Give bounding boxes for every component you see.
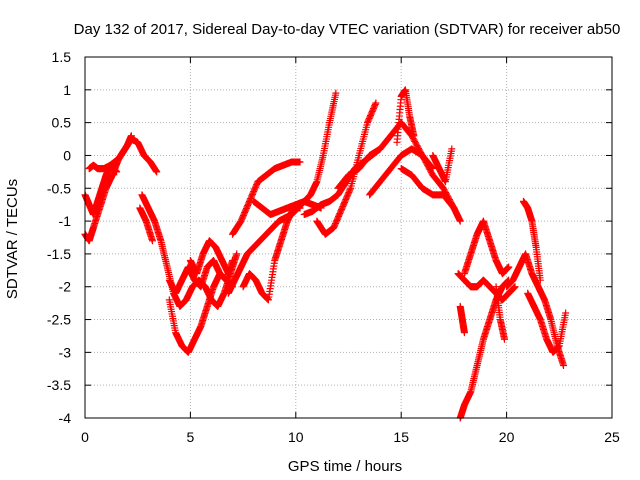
x-tick-label: 25 — [604, 429, 620, 445]
tick-labels: 0 5 10 15 20 25 -4 -3.5 -3 -2.5 -2 -1.5 -1 -0.5 0 0.5 1 1… — [47, 49, 620, 445]
data-point-marker — [448, 145, 456, 153]
plot-frame — [84, 56, 613, 419]
data-point-marker — [346, 186, 354, 194]
data-point-marker — [505, 263, 513, 271]
data-point-marker — [371, 100, 379, 108]
y-tick-label: 0 — [63, 147, 71, 163]
series-track-o — [313, 99, 380, 238]
data-point-marker — [224, 270, 232, 278]
series-track-b — [81, 132, 135, 219]
series-track-h — [186, 237, 232, 278]
y-tick-label: -3 — [59, 344, 72, 360]
y-tick-label: -2.5 — [47, 312, 71, 328]
y-tick-label: -1.5 — [47, 246, 71, 262]
series-track-r — [393, 86, 418, 146]
y-tick-label: 0.5 — [52, 115, 72, 131]
series-track-c — [85, 161, 121, 176]
data-point-marker — [536, 276, 544, 284]
y-tick-label: 1.5 — [52, 49, 72, 65]
data-point-marker — [296, 158, 304, 166]
series-track-aa — [524, 289, 570, 356]
series-track-w — [460, 217, 513, 278]
series-track-x — [456, 302, 468, 337]
data-point-marker — [562, 309, 570, 317]
data-point-marker — [410, 132, 418, 140]
series-track-t — [429, 145, 456, 186]
series-track-d — [138, 191, 241, 310]
data-point-marker — [153, 168, 161, 176]
y-axis-label: SDTVAR / TECUs — [4, 179, 21, 299]
data-point-marker — [113, 168, 121, 176]
x-tick-label: 15 — [393, 429, 409, 445]
x-tick-label: 10 — [288, 429, 304, 445]
series-track-v — [454, 270, 519, 304]
data-point-marker — [500, 335, 508, 343]
series-track-k — [229, 158, 304, 238]
data-point-marker — [460, 329, 468, 337]
data-point-marker — [332, 89, 340, 97]
chart-title: Day 132 of 2017, Sidereal Day-to-day VTE… — [74, 21, 621, 38]
data-point-marker — [456, 217, 464, 225]
x-tick-label: 20 — [499, 429, 515, 445]
data-point-marker — [560, 361, 568, 369]
x-tick-label: 5 — [187, 429, 195, 445]
data-point-marker — [233, 250, 241, 258]
series-track-z — [519, 197, 544, 284]
data-point-marker — [127, 132, 135, 140]
data-points — [81, 86, 570, 422]
x-tick-label: 0 — [81, 429, 89, 445]
data-point-marker — [148, 237, 156, 245]
data-point-marker — [372, 99, 380, 107]
tick-marks — [84, 56, 613, 419]
series-track-m — [288, 89, 340, 219]
y-tick-label: -3.5 — [47, 377, 71, 393]
data-point-marker — [229, 256, 237, 264]
y-tick-label: 1 — [63, 82, 71, 98]
series-track-u — [456, 276, 513, 422]
series-track-ab — [492, 283, 508, 343]
y-tick-label: -4 — [59, 410, 72, 426]
y-tick-label: -0.5 — [47, 180, 71, 196]
y-tick-label: -1 — [59, 213, 72, 229]
series-track-e — [136, 204, 156, 245]
x-axis-label: GPS time / hours — [288, 458, 402, 475]
data-point-marker — [511, 283, 519, 291]
y-tick-label: -2 — [59, 279, 72, 295]
series-track-s — [397, 165, 464, 225]
